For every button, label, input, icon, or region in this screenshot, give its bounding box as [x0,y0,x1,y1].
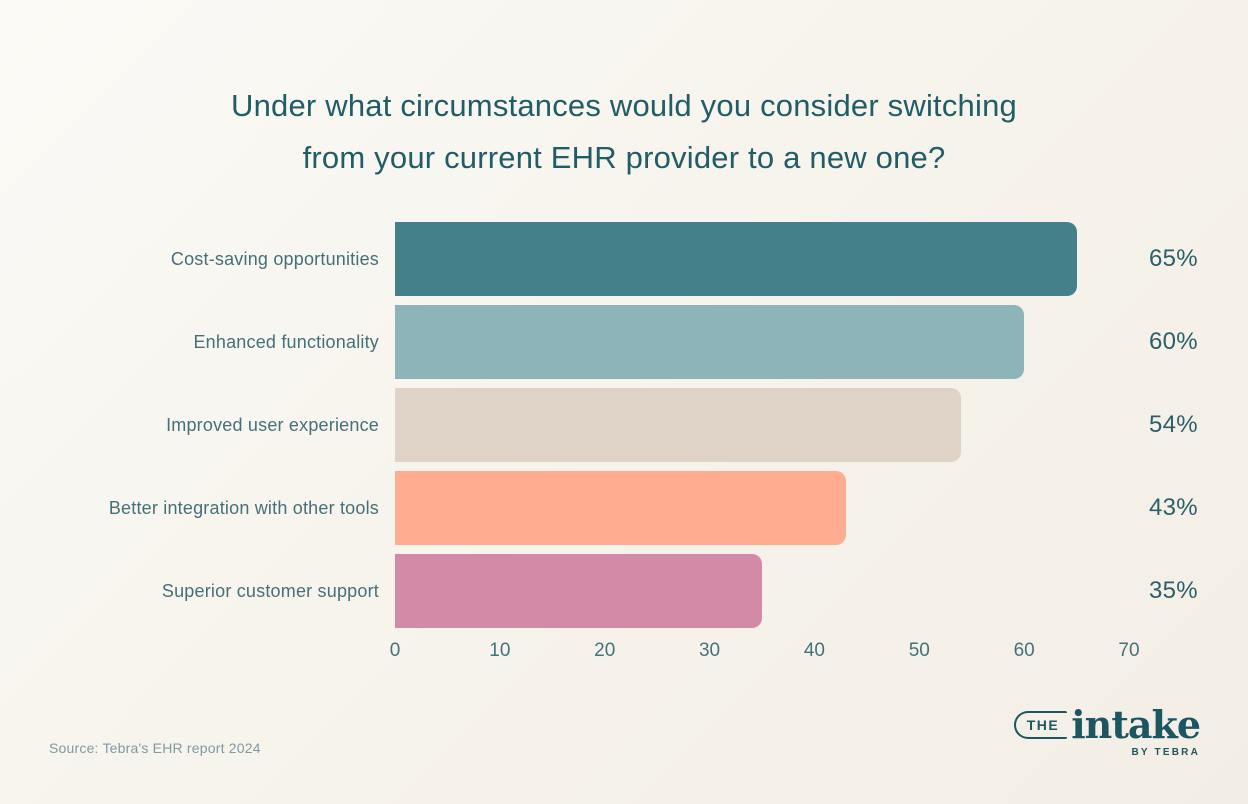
logo-byline: BY TEBRA [1131,747,1200,758]
value-label: 54% [1149,411,1198,438]
bar-row: Better integration with other tools 43% [0,471,1248,545]
bar-row: Enhanced functionality 60% [0,305,1248,379]
bar-track [395,554,1129,628]
bar-superior-support [395,554,762,628]
category-label: Cost-saving opportunities [170,248,379,269]
bar-row: Improved user experience 54% [0,388,1248,462]
bar-chart: Cost-saving opportunities 65% Enhanced f… [0,222,1248,628]
logo-the-badge: THE [1013,711,1068,739]
bar-track [395,222,1129,296]
x-axis-tick: 20 [594,640,616,661]
x-axis-tick: 70 [1118,640,1140,661]
bar-row: Cost-saving opportunities 65% [0,222,1248,296]
x-axis-tick: 0 [389,640,401,661]
value-label: 43% [1149,494,1198,521]
value-label: 65% [1149,245,1198,272]
bar-track [395,471,1129,545]
chart-title-line-2: from your current EHR provider to a new … [302,140,946,176]
bar-row: Superior customer support 35% [0,554,1248,628]
category-label: Enhanced functionality [193,331,379,352]
logo-wordmark: THE intake [1013,702,1201,747]
value-label: 60% [1149,328,1198,355]
x-axis-tick: 30 [698,640,721,661]
category-label: Better integration with other tools [108,497,379,518]
bar-enhanced-functionality [395,305,1025,379]
x-axis-tick: 60 [1013,640,1035,661]
bar-track [395,388,1129,462]
bar-improved-ux [395,388,962,462]
category-label: Improved user experience [166,414,379,435]
bar-cost-saving [395,222,1077,296]
category-label: Superior customer support [161,580,379,601]
x-axis-tick: 50 [908,640,930,661]
logo-intake-text: intake [1071,702,1201,747]
chart-title-line-1: Under what circumstances would you consi… [231,88,1017,123]
value-label: 35% [1149,577,1198,604]
x-axis: 0 10 20 30 40 50 60 70 [390,640,1140,664]
source-attribution: Source: Tebra's EHR report 2024 [49,740,261,756]
chart-title: Under what circumstances would you consi… [0,80,1248,184]
bar-better-integration [395,471,846,545]
the-intake-logo: THE intake BY TEBRA [1013,702,1201,758]
x-axis-tick: 40 [803,640,825,661]
bar-track [395,305,1129,379]
x-axis-tick: 10 [489,640,511,661]
